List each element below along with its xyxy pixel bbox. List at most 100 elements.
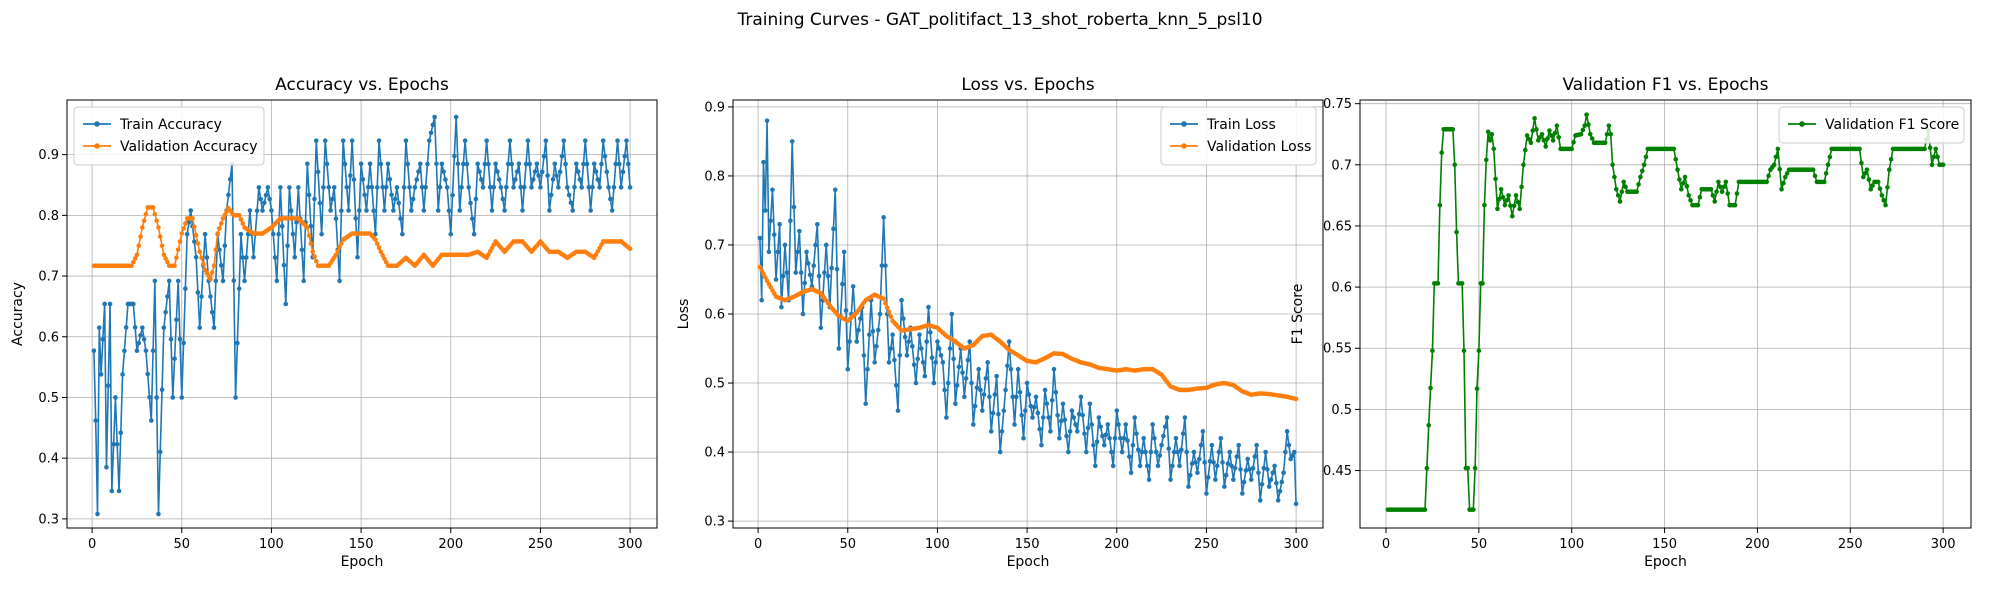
x-tick-label: 50 [173,537,190,552]
data-point [493,161,498,167]
data-point [994,373,999,379]
data-point [1613,186,1619,192]
data-point [157,449,163,455]
data-point [936,346,942,351]
data-point [218,221,224,226]
data-point [892,357,897,363]
data-point [922,373,928,379]
data-point [1293,501,1299,507]
data-point [346,208,351,213]
data-point [1259,481,1265,487]
data-point [861,353,867,358]
data-point [450,192,455,198]
data-point [378,249,384,255]
data-point [822,270,827,275]
data-point [1211,460,1216,465]
data-point [798,270,804,275]
data-point [976,366,981,372]
chart-panel-3: Validation F1 vs. Epochs 0 50 100 150 200 250 3… [1290,75,1972,570]
data-point [1506,193,1511,198]
data-point [319,231,324,237]
data-point [1459,281,1465,286]
data-point [439,161,445,167]
x-axis-label: Epoch [341,554,384,570]
data-point [1001,408,1007,413]
data-point [244,255,249,260]
data-point [561,138,567,143]
legend-marker [94,121,100,127]
data-point [165,294,170,299]
data-point [1166,446,1172,451]
data-point [1827,154,1833,160]
y-tick-label: 0.7 [38,270,59,285]
data-point [1721,184,1727,190]
data-point [177,239,183,244]
data-point [104,464,109,470]
data-point [407,184,412,190]
data-point [199,294,204,299]
data-point [523,161,529,167]
data-point [1186,484,1191,489]
data-point [1500,194,1506,200]
data-point [1240,491,1245,496]
data-point [136,340,142,346]
data-point [806,261,811,266]
data-point [1612,174,1617,180]
legend-box [1160,106,1317,166]
data-point [890,332,895,338]
data-point [1643,154,1649,160]
data-point [1671,146,1677,152]
data-point [1422,507,1428,512]
data-point [1708,186,1714,192]
data-point [547,208,552,213]
data-point [175,247,181,252]
data-point [1058,418,1064,424]
data-point [1159,442,1164,448]
data-point [1180,431,1186,436]
data-point [163,256,168,261]
data-point [1234,454,1240,459]
data-point [886,360,892,365]
data-point [836,346,842,351]
data-point [156,511,161,517]
data-point [1860,174,1866,180]
data-point [443,177,448,182]
data-point [461,161,466,167]
data-point [1641,162,1647,168]
data-point [1495,206,1500,212]
data-point [184,231,190,237]
figure-title: Training Curves - GAT_politifact_13_shot… [736,10,1262,30]
data-point [1550,138,1556,143]
data-point [761,159,766,165]
data-point [1015,366,1021,372]
data-point [1532,116,1537,121]
data-point [931,380,937,386]
data-point [152,211,158,217]
data-point [1812,173,1818,179]
chart-panel-2: Loss vs. Epochs 0 50 100 150 200 250 300 0.3 0.4 0… [676,75,1324,570]
legend-label: Validation Loss [1207,139,1311,155]
data-point [1452,162,1458,168]
y-tick-label: 0.3 [704,515,725,530]
data-point [1885,185,1890,190]
data-point [1554,123,1560,128]
data-point [1290,453,1295,458]
data-point [217,247,222,253]
data-point [177,336,183,342]
data-point [425,161,430,167]
data-point [1766,173,1771,179]
data-point [154,395,159,400]
data-point [1071,415,1077,420]
data-point [757,235,763,241]
y-tick-label: 0.7 [704,238,725,253]
data-point [771,232,777,237]
y-axis-label: Accuracy [10,282,26,346]
y-tick-label: 0.8 [704,169,725,184]
data-point [1021,435,1026,441]
data-point [1144,463,1150,469]
data-point [1717,184,1723,190]
data-point [166,278,172,284]
data-point [1238,467,1243,472]
data-point [1293,396,1299,402]
grid-lines [1360,100,1971,528]
